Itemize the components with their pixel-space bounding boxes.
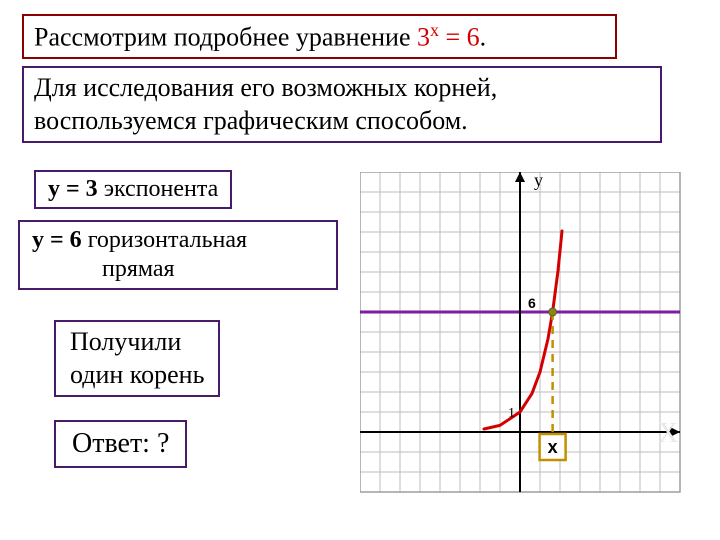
intersection-point bbox=[549, 308, 557, 316]
answer-box: Ответ: ? bbox=[54, 420, 187, 468]
y-axis-label: y bbox=[534, 172, 543, 190]
y-axis-arrow-icon bbox=[515, 172, 525, 182]
hline-bold: y = 6 bbox=[32, 227, 88, 253]
label-1-y: 1 bbox=[508, 406, 515, 421]
title-base: 3 bbox=[417, 23, 430, 52]
title-exp: х bbox=[430, 20, 439, 40]
exp-label-bold: y = 3 bbox=[48, 176, 98, 202]
hline-rest1: горизонтальная bbox=[88, 227, 247, 253]
label-6: 6 bbox=[528, 295, 536, 311]
title-prefix: Рассмотрим подробнее уравнение bbox=[34, 23, 417, 52]
hline-rest2: прямая bbox=[32, 256, 175, 282]
got-root-1: Получили bbox=[70, 326, 204, 359]
exp-label-rest: экспонента bbox=[98, 176, 219, 202]
got-root-2: один корень bbox=[70, 359, 204, 392]
x-axis-label-faint: X bbox=[658, 418, 678, 449]
title-box: Рассмотрим подробнее уравнение 3х = 6. bbox=[22, 14, 617, 59]
research-line2: воспользуемся графическим способом. bbox=[34, 105, 650, 138]
graph: y611хX bbox=[360, 172, 700, 512]
research-line1: Для исследования его возможных корней, bbox=[34, 72, 650, 105]
x-root-label: х bbox=[548, 437, 558, 457]
exponential-curve bbox=[484, 231, 562, 429]
answer-text: Ответ: ? bbox=[72, 428, 169, 459]
exp-label-box: y = 3 экспонента bbox=[34, 170, 232, 209]
title-after: . bbox=[480, 23, 487, 52]
got-root-box: Получили один корень bbox=[54, 320, 220, 397]
hline-label-box: y = 6 горизонтальная прямая bbox=[18, 220, 338, 290]
title-mid: = 6 bbox=[439, 23, 480, 52]
research-box: Для исследования его возможных корней, в… bbox=[22, 66, 662, 143]
